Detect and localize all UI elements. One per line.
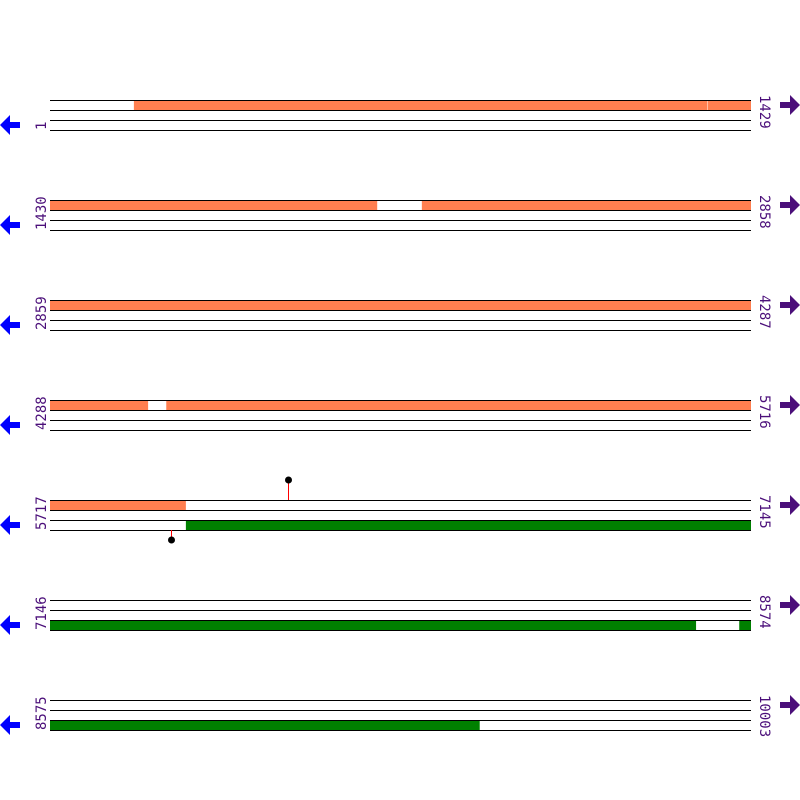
marker-dot [168, 536, 175, 544]
row-start-label: 1 [34, 122, 50, 130]
left-arrow-icon [0, 615, 20, 635]
map-row: 8575 10003 [0, 695, 800, 737]
left-arrow-icon [0, 115, 20, 135]
forward-feature [707, 100, 751, 110]
left-arrow-icon [0, 315, 20, 335]
row-end-label: 10003 [756, 695, 772, 737]
map-row: 5717 7145 [0, 476, 800, 544]
right-arrow-icon [780, 595, 800, 615]
right-arrow-icon [780, 395, 800, 415]
marker-dot [285, 476, 292, 484]
map-row: 1430 2858 [0, 195, 800, 235]
left-arrow-icon [0, 215, 20, 235]
reverse-feature [50, 620, 697, 630]
map-row: 1 1429 [0, 95, 800, 135]
right-arrow-icon [780, 295, 800, 315]
right-arrow-icon [780, 195, 800, 215]
right-arrow-icon [780, 95, 800, 115]
row-end-label: 5716 [756, 395, 772, 429]
forward-feature [421, 200, 751, 210]
row-start-label: 7146 [34, 596, 50, 630]
row-end-label: 4287 [756, 295, 772, 329]
row-end-label: 2858 [756, 195, 772, 229]
forward-feature [50, 200, 378, 210]
row-end-label: 7145 [756, 495, 772, 529]
left-arrow-icon [0, 515, 20, 535]
map-row: 2859 4287 [0, 295, 800, 335]
reverse-feature [739, 620, 751, 630]
row-start-label: 5717 [34, 496, 50, 530]
row-end-label: 1429 [756, 95, 772, 129]
left-arrow-icon [0, 415, 20, 435]
row-start-label: 1430 [34, 196, 50, 230]
forward-feature [133, 100, 708, 110]
forward-feature [50, 400, 149, 410]
map-row: 7146 8574 [0, 595, 800, 635]
map-row: 4288 5716 [0, 395, 800, 435]
forward-feature [50, 500, 186, 510]
reverse-feature [185, 520, 752, 530]
reverse-feature [50, 720, 480, 730]
row-start-label: 4288 [34, 396, 50, 430]
left-arrow-icon [0, 715, 20, 735]
row-start-label: 8575 [34, 696, 50, 730]
forward-feature [50, 300, 751, 310]
row-start-label: 2859 [34, 296, 50, 330]
right-arrow-icon [780, 695, 800, 715]
right-arrow-icon [780, 495, 800, 515]
row-end-label: 8574 [756, 595, 772, 629]
forward-feature [166, 400, 752, 410]
